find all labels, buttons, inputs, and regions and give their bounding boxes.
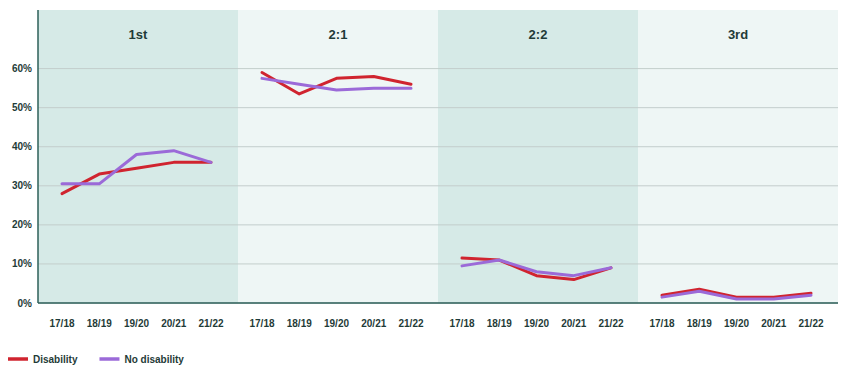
x-tick-label: 18/19 [487,318,512,329]
series-line [462,260,611,276]
grid-line [38,107,238,108]
grid-line [438,68,638,69]
grid-line [238,185,438,186]
x-tick-label: 17/18 [449,318,474,329]
series-line [462,258,611,279]
grid-line [38,68,238,69]
chart: 0% 10% 20% 30% 40% 50% 60% 1st 17/18 18/19 19/20 20… [0,0,850,381]
series-line [262,78,411,90]
x-tick-label: 17/18 [649,318,674,329]
y-tick-label: 20% [12,219,32,230]
panel-background [638,10,838,303]
grid-line [438,107,638,108]
grid-line [238,68,438,69]
grid-line [238,146,438,147]
series-line [62,162,211,193]
series-line [662,291,811,299]
panel-background [438,10,638,303]
grid-line [238,224,438,225]
panel-title: 2:2 [529,27,548,42]
panel-title: 2:1 [329,27,348,42]
grid-line [638,224,838,225]
x-tick-label: 18/19 [687,318,712,329]
y-tick-label: 60% [12,63,32,74]
grid-line [38,146,238,147]
panel [238,10,438,303]
x-tick-label: 21/22 [798,318,823,329]
grid-line [238,263,438,264]
grid-line [38,185,238,186]
grid-line [238,107,438,108]
x-tick-label: 17/18 [49,318,74,329]
x-tick-label: 20/21 [361,318,386,329]
data-group [662,289,811,299]
y-tick-label: 40% [12,141,32,152]
x-tick-label: 17/18 [249,318,274,329]
grid-line [38,224,238,225]
panel [438,10,638,303]
data-group [462,258,611,279]
grid-line [638,146,838,147]
series-line [62,151,211,184]
series-line [262,73,411,94]
y-tick-label: 30% [12,180,32,191]
data-group [262,73,411,94]
x-tick-label: 21/22 [198,318,223,329]
x-tick-label: 18/19 [87,318,112,329]
grid-line [638,185,838,186]
panel-background [38,10,238,303]
x-tick-label: 19/20 [724,318,749,329]
panel-background [238,10,438,303]
x-tick-label: 19/20 [524,318,549,329]
grid-line [38,263,238,264]
panel [38,10,238,303]
legend-swatch [99,357,119,361]
x-tick-label: 19/20 [124,318,149,329]
x-tick-label: 18/19 [287,318,312,329]
y-tick-label: 50% [12,102,32,113]
panel [638,10,838,303]
x-tick-label: 21/22 [598,318,623,329]
grid-line [438,224,638,225]
panel-title: 1st [129,27,148,42]
x-tick-label: 21/22 [398,318,423,329]
x-tick-label: 19/20 [324,318,349,329]
x-tick-label: 20/21 [161,318,186,329]
panel-title: 3rd [728,27,748,42]
y-tick-label: 10% [12,258,32,269]
data-group [62,151,211,194]
y-tick-label: 0% [18,298,33,309]
y-axis-line [37,10,39,303]
x-tick-label: 20/21 [561,318,586,329]
grid-line [638,263,838,264]
grid-line [438,185,638,186]
x-axis-line [38,302,838,304]
grid-line [638,68,838,69]
legend-swatch [8,357,28,361]
grid-line [438,146,638,147]
legend-label: No disability [124,354,184,365]
x-tick-label: 20/21 [761,318,786,329]
legend-label: Disability [33,354,78,365]
grid-line [638,107,838,108]
